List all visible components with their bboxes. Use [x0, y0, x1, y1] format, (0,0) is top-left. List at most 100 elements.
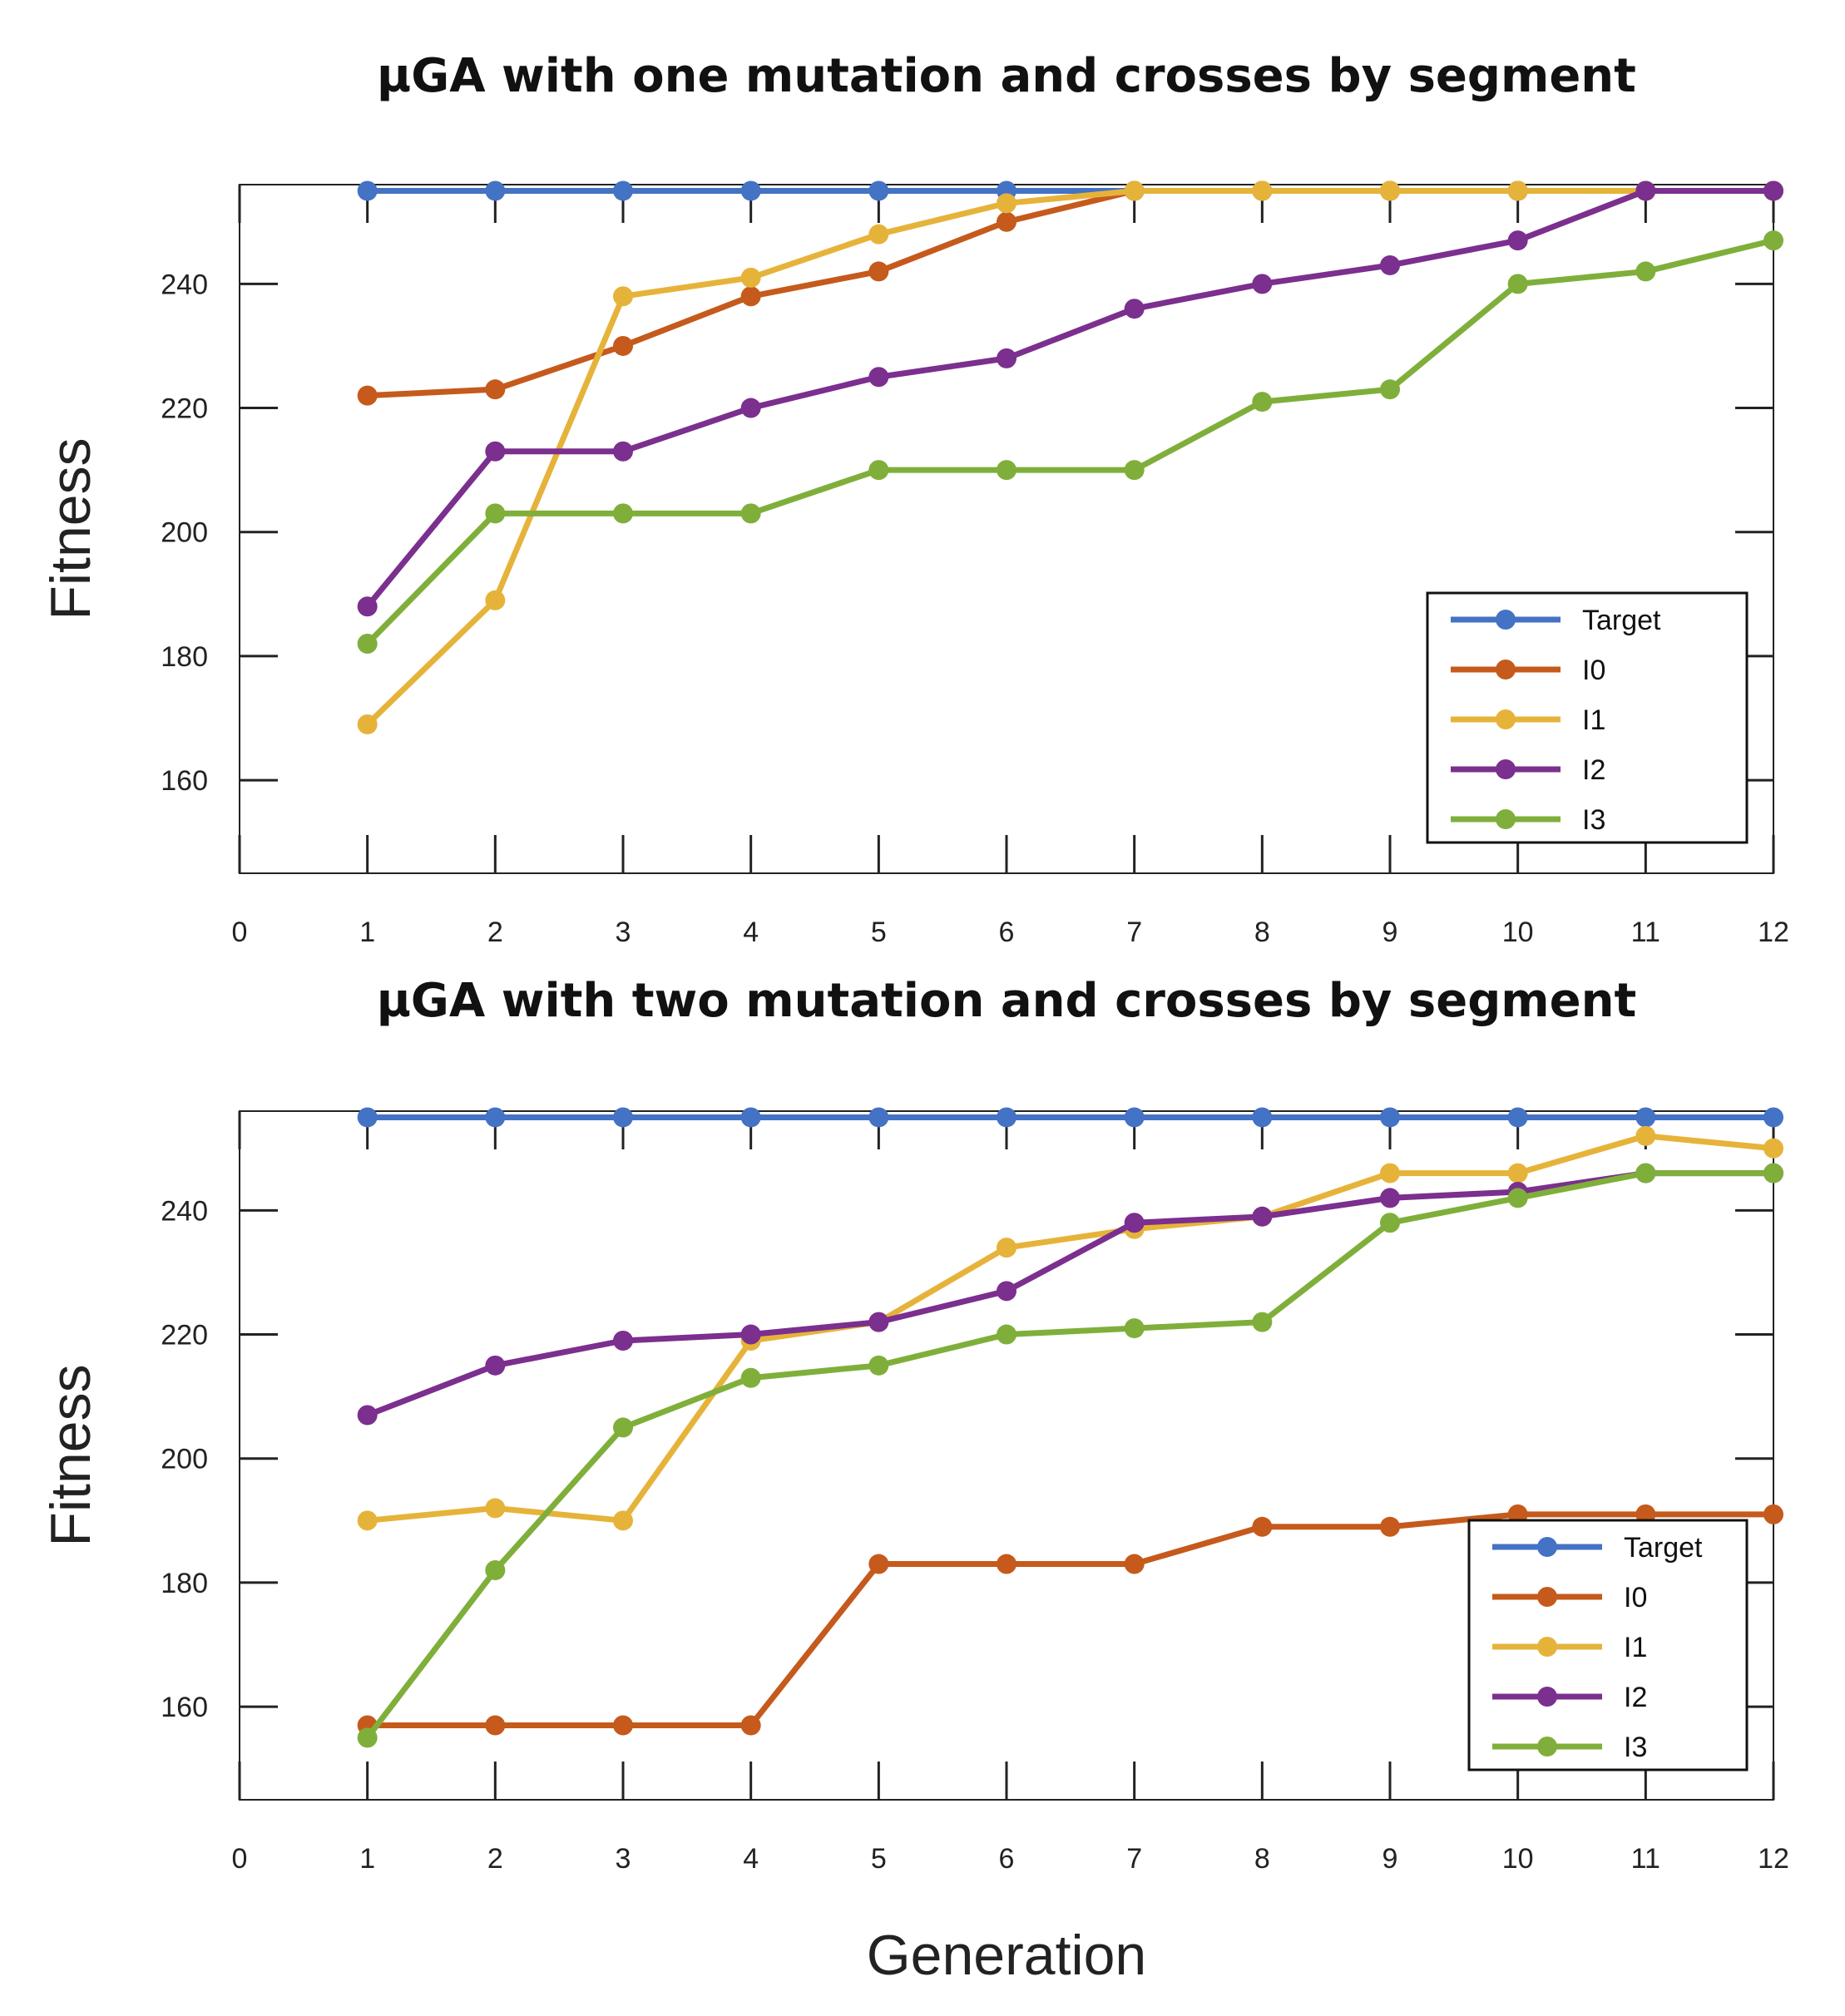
x-tick-label: 0 [232, 917, 248, 948]
data-point [1635, 1163, 1656, 1183]
y-tick-label: 180 [161, 1568, 208, 1599]
legend-entry: I2 [1451, 754, 1605, 786]
y-axis-label: Fitness [39, 437, 102, 620]
legend-entry: I1 [1451, 704, 1605, 736]
data-point [868, 1554, 889, 1574]
data-point [485, 1355, 506, 1376]
data-point [357, 634, 378, 654]
legend-entry: Target [1492, 1532, 1703, 1564]
data-point [1252, 392, 1273, 413]
legend-swatch-marker [1496, 809, 1516, 829]
x-tick-label: 6 [999, 1843, 1015, 1875]
data-point [1252, 1312, 1273, 1332]
data-point [613, 286, 633, 307]
data-point [1252, 1206, 1273, 1227]
legend-label: I2 [1582, 754, 1605, 786]
legend-swatch-marker [1496, 709, 1516, 729]
data-point [868, 224, 889, 245]
x-tick-label: 5 [871, 917, 887, 948]
x-tick-label: 2 [487, 917, 503, 948]
data-point [1252, 1516, 1273, 1537]
data-point [613, 1510, 633, 1531]
data-point [1252, 1107, 1273, 1128]
data-point [997, 348, 1016, 368]
y-tick-label: 200 [161, 517, 208, 549]
data-point [1507, 180, 1528, 201]
x-tick-label: 1 [359, 1843, 375, 1875]
series-line [364, 1170, 1777, 1741]
legend-entry: I3 [1492, 1732, 1647, 1763]
y-tick-label: 220 [161, 1320, 208, 1351]
data-point [868, 1355, 889, 1376]
data-point [1380, 1516, 1400, 1537]
x-tick-label: 9 [1383, 917, 1398, 948]
legend-swatch-marker [1537, 1687, 1557, 1707]
data-point [1635, 180, 1656, 201]
data-point [868, 1107, 889, 1128]
x-tick-label: 5 [871, 1843, 887, 1875]
data-point [357, 596, 378, 617]
data-point [1507, 1163, 1528, 1183]
y-tick-label: 240 [161, 1195, 208, 1227]
data-point [485, 1498, 506, 1519]
legend-entry: Target [1451, 605, 1661, 636]
chart-1: µGA with one mutation and crosses by seg… [39, 49, 1789, 948]
data-point [1635, 1125, 1656, 1146]
data-point [1380, 1188, 1400, 1208]
series-line [364, 187, 1777, 728]
y-tick-label: 220 [161, 393, 208, 425]
data-point [1763, 1138, 1783, 1159]
data-point [1380, 1163, 1400, 1183]
series-i3 [357, 1163, 1783, 1748]
data-point [1124, 1318, 1145, 1339]
y-tick-label: 180 [161, 641, 208, 673]
series-i2 [357, 1163, 1783, 1426]
data-point [1507, 230, 1528, 251]
data-point [1124, 1107, 1145, 1128]
data-point [1252, 180, 1273, 201]
data-point [740, 503, 761, 524]
series-line [364, 237, 1777, 647]
data-point [1763, 230, 1783, 251]
data-point [485, 1107, 506, 1128]
series-line [364, 1133, 1777, 1524]
legend-label: Target [1624, 1532, 1703, 1564]
data-point [997, 460, 1016, 481]
data-point [740, 1107, 761, 1128]
data-point [740, 267, 761, 288]
x-tick-label: 8 [1254, 1843, 1270, 1875]
legend-label: I1 [1624, 1632, 1647, 1663]
data-point [740, 180, 761, 201]
data-point [997, 1324, 1016, 1345]
x-tick-label: 3 [616, 917, 631, 948]
data-point [740, 286, 761, 307]
x-tick-label: 0 [232, 1843, 248, 1875]
data-point [1124, 299, 1145, 319]
series-line [364, 1170, 1777, 1419]
chart-title: µGA with one mutation and crosses by seg… [377, 49, 1636, 103]
series-i0 [357, 180, 1783, 406]
data-point [997, 1554, 1016, 1574]
legend-label: I1 [1582, 704, 1605, 736]
series-line [364, 187, 1777, 610]
series-line [364, 1511, 1777, 1728]
data-point [357, 1405, 378, 1426]
legend-entry: I1 [1492, 1632, 1647, 1663]
data-point [1507, 1188, 1528, 1208]
data-point [485, 180, 506, 201]
legend-entry: I0 [1492, 1582, 1647, 1613]
data-point [997, 1107, 1016, 1128]
series-target [357, 1107, 1783, 1128]
data-point [1380, 180, 1400, 201]
data-point [613, 335, 633, 356]
data-point [1380, 379, 1400, 400]
data-point [357, 180, 378, 201]
data-point [485, 590, 506, 610]
data-point [485, 441, 506, 462]
x-tick-label: 10 [1502, 917, 1534, 948]
data-point [868, 261, 889, 282]
legend-label: I0 [1624, 1582, 1647, 1613]
x-tick-label: 10 [1502, 1843, 1534, 1875]
x-tick-label: 7 [1126, 1843, 1142, 1875]
y-axis-label: Fitness [39, 1364, 102, 1546]
